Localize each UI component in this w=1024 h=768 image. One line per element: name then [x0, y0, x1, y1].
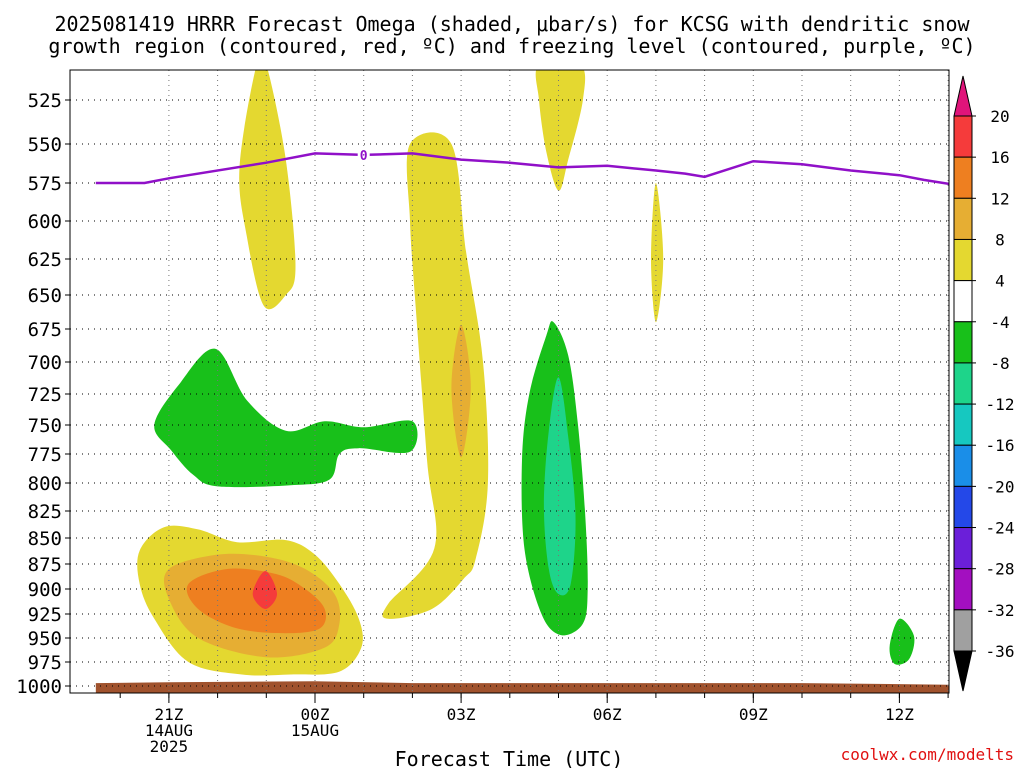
- colorbar-segment: [953, 527, 973, 570]
- colorbar-segment: [953, 568, 973, 611]
- freezing-level-line: [95, 152, 949, 186]
- x-tick-date: 15AUG: [291, 721, 339, 740]
- y-tick-label: 925: [28, 604, 62, 626]
- y-tick-label: 1000: [16, 676, 62, 698]
- y-tick-label: 975: [28, 652, 62, 674]
- colorbar-label: -24: [986, 519, 1015, 538]
- colorbar-segment: [953, 403, 973, 446]
- grid-lines: [70, 70, 949, 693]
- colorbar-label: -16: [986, 436, 1015, 455]
- colorbar-segment: [953, 444, 973, 487]
- y-tick-label: 850: [28, 528, 62, 550]
- x-axis-label: Forecast Time (UTC): [395, 747, 624, 768]
- colorbar-segment: [953, 156, 973, 199]
- omega-region-7: [252, 571, 277, 609]
- y-tick-label: 600: [28, 211, 62, 233]
- omega-region-1: [382, 132, 489, 619]
- colorbar-segment: [953, 197, 973, 240]
- y-tick-label: 875: [28, 554, 62, 576]
- y-tick-label: 675: [28, 319, 62, 341]
- colorbar-label: 8: [995, 230, 1005, 249]
- colorbar-min-arrow: [953, 650, 973, 692]
- x-tick-label: 03Z: [447, 705, 476, 724]
- colorbar-label: -32: [986, 601, 1015, 620]
- x-tick-label: 00Z: [301, 705, 330, 724]
- colorbar-label: -28: [986, 560, 1015, 579]
- x-tick-label: 12Z: [885, 705, 914, 724]
- omega-region-0: [239, 70, 296, 310]
- y-tick-label: 900: [28, 579, 62, 601]
- omega-region-9: [154, 348, 418, 488]
- omega-region-11: [543, 377, 576, 596]
- colorbar-segment: [953, 609, 973, 652]
- x-tick-label: 06Z: [593, 705, 622, 724]
- freezing-label-bg: [357, 146, 370, 163]
- colorbar-segment: [953, 321, 973, 364]
- y-tick-label: 750: [28, 415, 62, 437]
- y-tick-label: 725: [28, 384, 62, 406]
- omega-shading: [137, 70, 915, 676]
- x-tick-label: 09Z: [739, 705, 768, 724]
- colorbar-label: -12: [986, 395, 1015, 414]
- y-tick-label: 625: [28, 249, 62, 271]
- y-tick-label: 825: [28, 501, 62, 523]
- y-tick-label: 775: [28, 444, 62, 466]
- freezing-level-label: 0: [360, 149, 368, 164]
- colorbar-segment: [953, 362, 973, 405]
- x-tick-date: 14AUG: [145, 721, 193, 740]
- colorbar-segment: [953, 485, 973, 529]
- colorbar-max-arrow: [953, 75, 973, 117]
- x-tick-label: 21Z: [154, 705, 183, 724]
- colorbar-label: 20: [990, 107, 1009, 126]
- colorbar-segment: [953, 238, 973, 282]
- colorbar-label: -4: [990, 313, 1009, 332]
- colorbar-label: 12: [990, 189, 1009, 208]
- colorbar-label: -20: [986, 477, 1015, 496]
- y-tick-label: 650: [28, 285, 62, 307]
- omega-region-12: [889, 618, 915, 665]
- colorbar-segment: [953, 115, 973, 158]
- freezing-level-contour: 0: [95, 146, 949, 186]
- y-tick-label: 575: [28, 173, 62, 195]
- omega-region-8: [451, 324, 471, 458]
- y-tick-label: 550: [28, 134, 62, 156]
- x-tick-year: 2025: [150, 737, 189, 756]
- terrain-area: [95, 681, 949, 693]
- watermark: coolwx.com/modelts: [841, 745, 1014, 764]
- terrain-fill: [95, 681, 949, 693]
- colorbar-label: -36: [986, 642, 1015, 661]
- y-tick-label: 950: [28, 628, 62, 650]
- chart-title-line1: 2025081419 HRRR Forecast Omega (shaded, …: [54, 12, 970, 36]
- y-tick-label: 800: [28, 473, 62, 495]
- y-axis: 525 550 575 600 625 650 675 700 725 750 775 800 825 8…: [16, 90, 70, 698]
- omega-region-2: [535, 70, 586, 191]
- colorbar-label: -8: [990, 354, 1009, 373]
- omega-region-3: [651, 183, 664, 323]
- y-tick-label: 700: [28, 352, 62, 374]
- colorbar-label: 16: [990, 148, 1009, 167]
- colorbar: 20 16 12 8 4 -4 -8 -12 -16 -20 -24 -28 -32 -36: [953, 75, 1015, 692]
- chart-title-line2: growth region (contoured, red, ºC) and f…: [48, 34, 975, 58]
- colorbar-label: 4: [995, 272, 1005, 291]
- y-tick-label: 525: [28, 90, 62, 112]
- colorbar-segment: [953, 280, 973, 323]
